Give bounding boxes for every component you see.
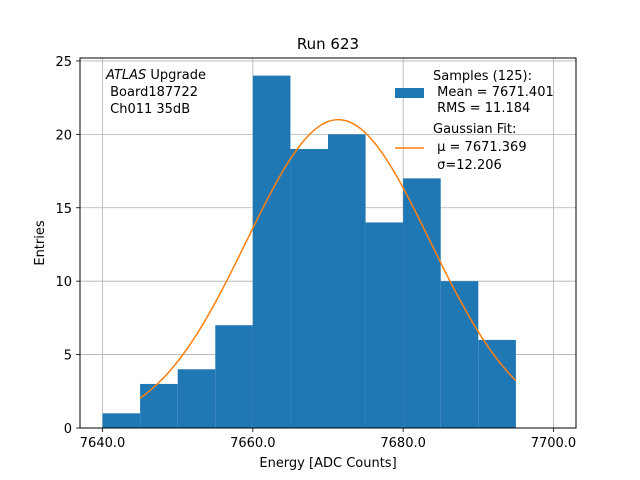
legend-fit-title: Gaussian Fit: — [433, 122, 516, 137]
histogram-bar — [478, 339, 516, 428]
y-axis-label: Entries — [33, 220, 48, 266]
atlas-annotation: ATLAS Upgrade Board187722 Ch011 35dB — [105, 68, 206, 117]
svg-text:ATLAS Upgrade: ATLAS Upgrade — [105, 68, 206, 83]
legend-fit-sigma: σ=12.206 — [433, 158, 502, 173]
y-tick-label: 10 — [55, 275, 72, 290]
histogram-bar — [252, 75, 291, 428]
histogram-bar — [365, 222, 404, 428]
legend-hist-title: Samples (125): — [433, 69, 532, 84]
legend-hist-swatch — [395, 88, 424, 98]
x-axis-label: Energy [ADC Counts] — [259, 456, 396, 471]
plot-frame — [79, 57, 577, 429]
y-tick-label: 25 — [55, 55, 72, 70]
x-tick-label: 7640.0 — [80, 436, 126, 451]
legend-hist-rms: RMS = 11.184 — [433, 101, 530, 116]
legend: Samples (125): Mean = 7671.401 RMS = 11.… — [395, 69, 554, 173]
y-axis-ticks: 0 5 10 15 20 25 — [55, 55, 80, 437]
histogram-bar — [215, 325, 253, 428]
x-axis-ticks: 7640.0 7660.0 7680.0 7700.0 — [80, 428, 576, 451]
histogram-bar — [140, 383, 178, 428]
histogram-bar — [102, 413, 141, 428]
y-tick-label: 20 — [55, 128, 72, 143]
annotation-upgrade: Upgrade — [146, 68, 206, 83]
y-tick-label: 0 — [64, 422, 72, 437]
legend-hist-mean: Mean = 7671.401 — [433, 85, 554, 100]
histogram-bar — [403, 178, 441, 428]
histogram-bar — [328, 134, 366, 428]
histogram-bars — [102, 75, 516, 429]
gaussian-fit-curve — [139, 118, 517, 399]
x-tick-label: 7660.0 — [230, 436, 276, 451]
y-tick-label: 15 — [55, 202, 72, 217]
histogram-bar — [177, 369, 216, 428]
annotation-board: Board187722 — [106, 85, 198, 100]
annotation-atlas: ATLAS — [105, 68, 146, 83]
annotation-channel: Ch011 35dB — [106, 102, 190, 117]
chart-title: Run 623 — [297, 35, 359, 53]
legend-fit-mu: μ = 7671.369 — [433, 140, 527, 155]
x-tick-label: 7700.0 — [531, 436, 577, 451]
x-tick-label: 7680.0 — [380, 436, 426, 451]
y-tick-label: 5 — [64, 349, 72, 364]
histogram-bar — [440, 281, 479, 428]
histogram-bar — [290, 149, 328, 429]
